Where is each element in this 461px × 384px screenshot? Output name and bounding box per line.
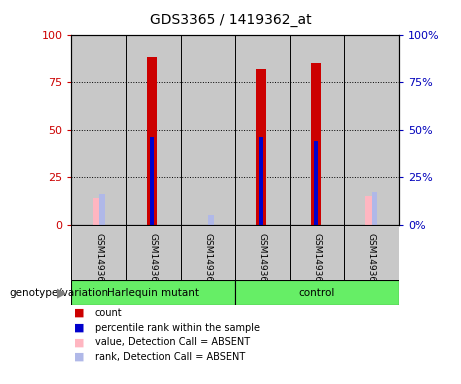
Bar (93, 198, 99, 225)
Bar (147, 57, 157, 225)
Bar (71, 225, 126, 280)
Text: ■: ■ (74, 308, 84, 318)
Text: GSM149364: GSM149364 (313, 233, 321, 288)
Text: GSM149363: GSM149363 (258, 233, 267, 288)
Text: ■: ■ (74, 352, 84, 362)
Text: value, Detection Call = ABSENT: value, Detection Call = ABSENT (95, 337, 249, 347)
Text: ■: ■ (74, 337, 84, 347)
Bar (259, 137, 264, 225)
Text: GSM149365: GSM149365 (367, 233, 376, 288)
Bar (290, 35, 344, 225)
Bar (256, 69, 266, 225)
Text: GSM149362: GSM149362 (203, 233, 213, 288)
Text: genotype/variation: genotype/variation (9, 288, 108, 298)
Bar (71, 280, 235, 305)
Text: percentile rank within the sample: percentile rank within the sample (95, 323, 260, 333)
Text: count: count (95, 308, 122, 318)
Bar (181, 35, 235, 225)
Text: ■: ■ (74, 323, 84, 333)
Bar (235, 35, 290, 225)
Bar (344, 35, 399, 225)
Bar (208, 215, 214, 225)
Bar (150, 137, 154, 225)
Bar (126, 35, 181, 225)
Bar (344, 225, 399, 280)
Bar (313, 141, 318, 225)
Bar (311, 63, 321, 225)
Text: GSM149361: GSM149361 (149, 233, 158, 288)
Text: control: control (299, 288, 335, 298)
Bar (71, 35, 126, 225)
Bar (366, 196, 372, 225)
Text: GSM149360: GSM149360 (94, 233, 103, 288)
Bar (290, 225, 344, 280)
Text: rank, Detection Call = ABSENT: rank, Detection Call = ABSENT (95, 352, 245, 362)
Text: Harlequin mutant: Harlequin mutant (107, 288, 199, 298)
Bar (235, 225, 290, 280)
Text: GDS3365 / 1419362_at: GDS3365 / 1419362_at (150, 13, 311, 27)
Bar (99, 194, 105, 225)
Bar (235, 280, 399, 305)
Bar (372, 192, 378, 225)
Bar (126, 225, 181, 280)
Bar (181, 225, 235, 280)
Text: ▶: ▶ (58, 286, 67, 300)
